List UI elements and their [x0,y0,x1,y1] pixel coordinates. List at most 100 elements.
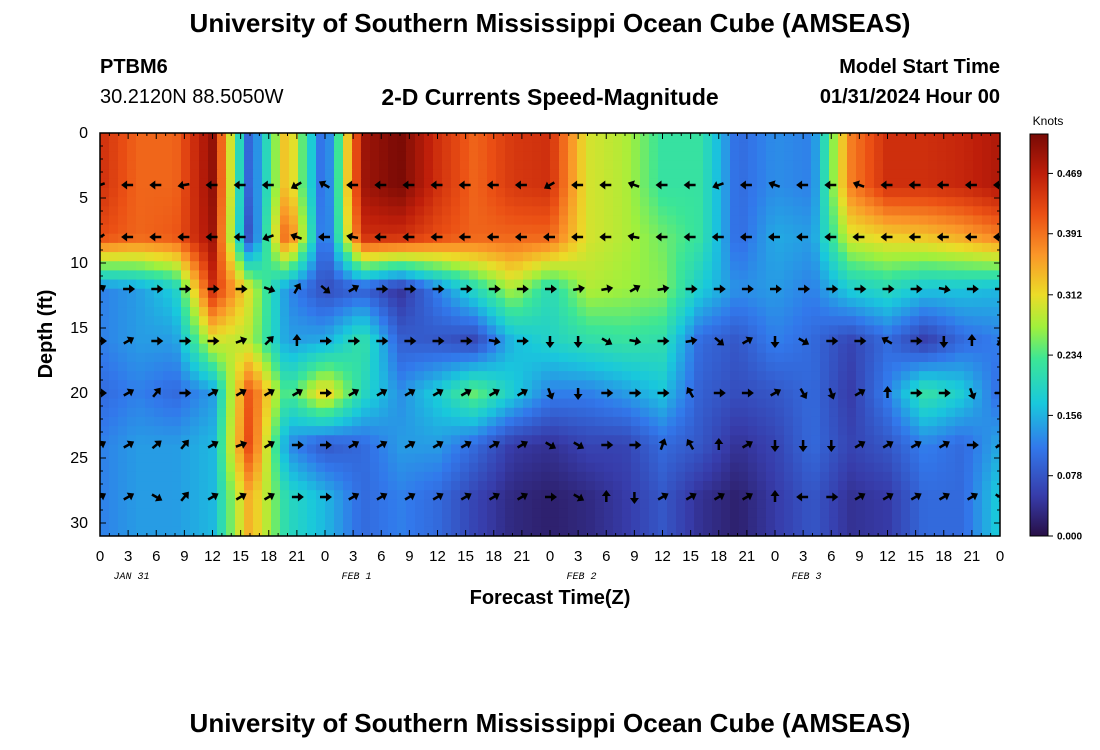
heatmap-cell [694,215,704,226]
heatmap-cell [748,453,758,464]
heatmap-cell [730,142,740,152]
current-arrow [516,284,529,294]
heatmap-cell [226,215,236,226]
current-arrow [430,232,443,242]
heatmap-cell [919,151,929,162]
heatmap-cell [541,197,551,207]
heatmap-cell [766,169,776,180]
heatmap-cell [559,398,569,409]
heatmap-cell [208,252,218,262]
heatmap-cell [856,462,866,473]
heatmap-cell [667,242,677,253]
heatmap-cell [748,371,758,381]
heatmap-cell [262,380,272,391]
heatmap-cell [820,471,830,482]
heatmap-cell [964,526,974,536]
heatmap-cell [568,215,578,226]
heatmap-cell [892,160,902,171]
heatmap-cell [874,371,884,381]
heatmap-cell [586,197,596,207]
heatmap-cell [325,242,335,253]
heatmap-cell [235,343,245,354]
heatmap-cell [271,187,281,198]
heatmap-cell [802,242,812,253]
heatmap-cell [253,490,263,500]
heatmap-cell [910,471,920,482]
heatmap-cell [469,462,479,473]
heatmap-cell [208,242,218,253]
heatmap-cell [667,316,677,326]
heatmap-cell [820,297,830,308]
heatmap-cell [307,178,317,189]
heatmap-cell [694,343,704,354]
heatmap-cell [415,215,425,226]
heatmap-cell [874,508,884,519]
heatmap-cell [766,261,776,271]
heatmap-cell [496,371,506,381]
heatmap-cell [757,215,767,226]
heatmap-cell [316,462,326,473]
heatmap-cell [469,526,479,536]
heatmap-cell [847,160,857,171]
heatmap-cell [514,297,524,308]
heatmap-cell [622,206,632,217]
heatmap-cell [523,435,533,446]
heatmap-cell [190,279,200,290]
heatmap-cell [766,371,776,381]
heatmap-cell [892,435,902,446]
heatmap-cell [640,371,650,381]
heatmap-cell [370,187,380,198]
heatmap-cell [802,352,812,363]
heatmap-cell [946,169,956,180]
heatmap-cell [946,197,956,207]
current-arrow [768,180,781,189]
heatmap-cell [280,233,290,244]
heatmap-cell [253,426,263,436]
heatmap-cell [199,526,209,536]
heatmap-cell [100,462,110,473]
heatmap-cell [307,490,317,500]
heatmap-cell [307,316,317,326]
heatmap-cell [406,279,416,290]
heatmap-cell [568,270,578,281]
heatmap-cell [172,151,182,162]
heatmap-cell [487,151,497,162]
heatmap-cell [451,453,461,464]
heatmap-cell [352,508,362,519]
heatmap-cell [253,142,263,152]
heatmap-cell [820,499,830,510]
heatmap-cell [658,242,668,253]
heatmap-cell [163,242,173,253]
heatmap-cell [469,169,479,180]
heatmap-cell [136,142,146,152]
heatmap-cell [694,490,704,500]
heatmap-cell [415,187,425,198]
heatmap-cell [811,270,821,281]
heatmap-cell [271,380,281,391]
heatmap-cell [334,380,344,391]
heatmap-cell [559,224,569,235]
heatmap-cell [973,316,983,326]
heatmap-cell [172,279,182,290]
heatmap-cell [649,481,659,491]
heatmap-cell [883,435,893,446]
heatmap-cell [667,133,677,143]
current-arrow [543,232,555,242]
model-start-label: Model Start Time [839,56,1000,78]
heatmap-cell [613,279,623,290]
heatmap-cell [667,297,677,308]
heatmap-cell [262,371,272,381]
heatmap-cell [937,416,947,427]
x-tick-label: 3 [799,548,807,565]
heatmap-cell [829,361,839,372]
heatmap-cell [325,297,335,308]
heatmap-cell [694,389,704,400]
heatmap-cell [712,499,722,510]
heatmap-cell [478,371,488,381]
heatmap-cell [388,416,398,427]
heatmap-cell [757,471,767,482]
heatmap-cell [802,261,812,271]
heatmap-cell [757,352,767,363]
heatmap-cell [739,169,749,180]
heatmap-cell [145,334,155,345]
